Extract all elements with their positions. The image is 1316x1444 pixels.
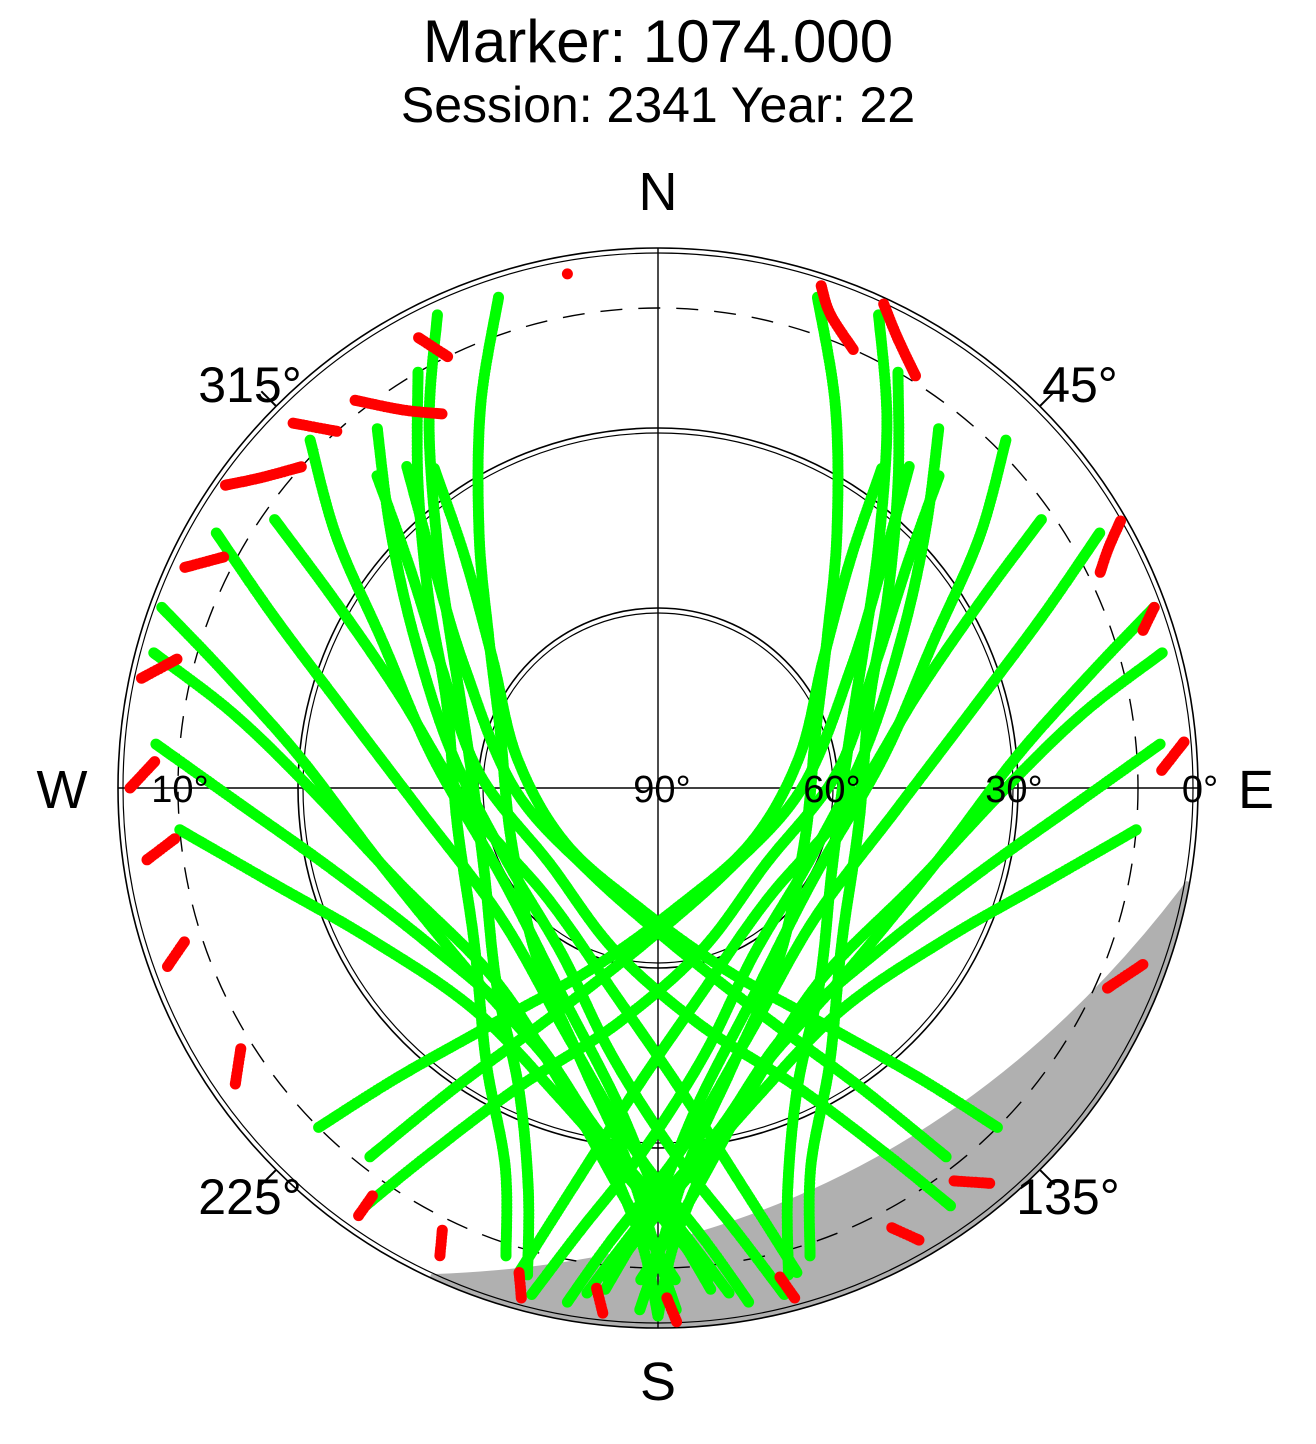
observation-point (313, 1121, 325, 1133)
observation-point (634, 1304, 646, 1316)
azimuth-tick-45 (1039, 390, 1056, 407)
observation-point (500, 1250, 512, 1262)
track-0-3 (526, 423, 945, 1300)
series-good_obs (148, 291, 1168, 1322)
observation-point (526, 1289, 538, 1300)
track-0-5 (561, 527, 1106, 1308)
observation-point (561, 1296, 573, 1308)
azimuth-tick-315 (260, 390, 277, 407)
chart-title: Marker: 1074.000 (423, 8, 893, 75)
observation-point (364, 1151, 376, 1163)
polar-axes (118, 248, 1198, 1328)
observation-point (635, 1274, 647, 1286)
satellite-tracks (124, 268, 1190, 1328)
observation-point (581, 1287, 593, 1299)
azimuth-tick-135 (1039, 1169, 1056, 1186)
chart-subtitle: Session: 2341 Year: 22 (401, 77, 915, 133)
observation-point (804, 1250, 816, 1262)
observation-point (601, 1271, 613, 1283)
azimuth-tick-225 (260, 1169, 277, 1186)
